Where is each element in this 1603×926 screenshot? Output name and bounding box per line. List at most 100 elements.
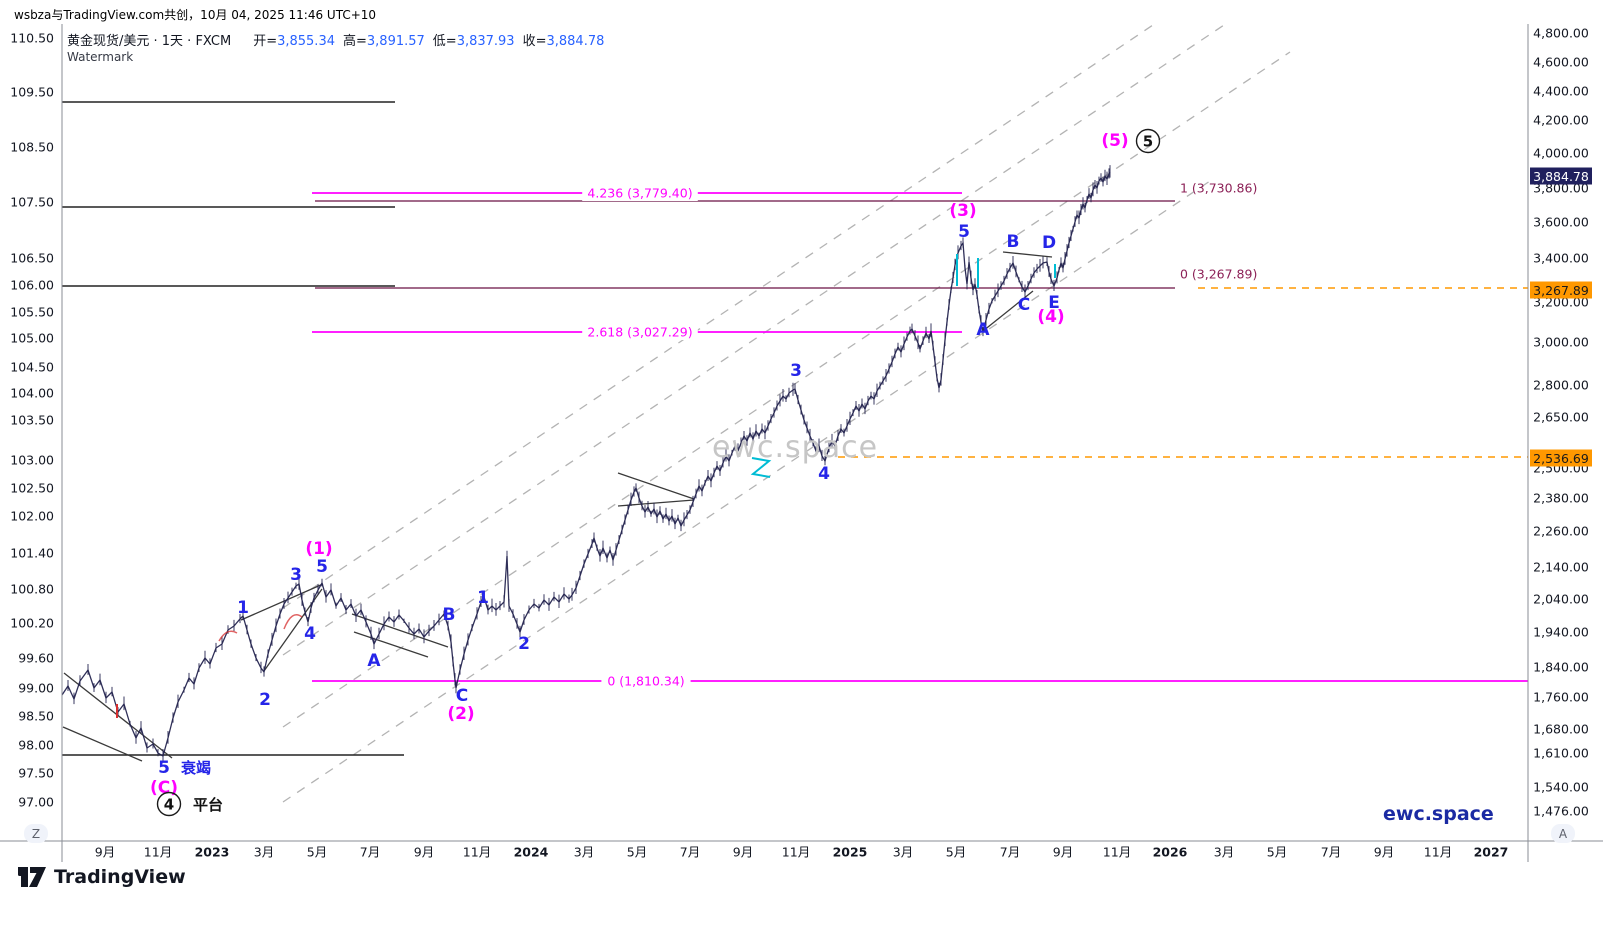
left-axis-tick: 102.50 [10, 481, 54, 496]
wave-label[interactable]: B [1007, 232, 1020, 252]
wave-label[interactable]: E [1048, 293, 1060, 313]
circled-wave-number: 5 [1143, 133, 1153, 151]
red-arc-mark [218, 630, 238, 642]
wave-label[interactable]: (5) [1101, 131, 1128, 151]
low-label: 低= [432, 34, 457, 49]
high-label: 高= [342, 34, 367, 49]
wave-label[interactable]: 1 [237, 598, 249, 618]
wave-label[interactable]: 4 [304, 624, 316, 644]
trendline[interactable] [62, 726, 143, 762]
price-badge-value: 3,267.89 [1533, 283, 1589, 298]
circled-wave-ring[interactable] [1135, 128, 1161, 154]
channel-dashed-line[interactable] [282, 51, 1291, 728]
time-axis-label: 5月 [946, 845, 966, 860]
fib-extension-lines[interactable]: 4.236 (3,779.40) 2.618 (3,027.29) 0 (1,810… [312, 185, 1528, 689]
tradingview-logo-text: TradingView [54, 866, 186, 888]
time-axis-label: 9月 [1053, 845, 1073, 860]
time-axis-label: 3月 [254, 845, 274, 860]
right-axis-tick: 2,140.00 [1533, 560, 1589, 575]
right-axis-tick: 3,000.00 [1533, 335, 1589, 350]
price-badge-value: 3,884.78 [1533, 169, 1589, 184]
time-axis-label: 2026 [1153, 845, 1188, 860]
channel-dashed-line[interactable] [282, 24, 1225, 656]
time-axis-label: 3月 [574, 845, 594, 860]
circled-wave-ring[interactable] [156, 791, 182, 817]
wave-label[interactable]: 平台 [193, 796, 223, 814]
wave-label[interactable]: 5 [958, 222, 970, 242]
trendlines[interactable] [62, 251, 1053, 762]
right-axis-tick: 1,540.00 [1533, 780, 1589, 795]
channel-dashed-line[interactable] [282, 180, 1211, 803]
wave-label[interactable]: A [367, 651, 381, 671]
channel-dashed-line[interactable] [282, 24, 1154, 609]
trendline[interactable] [1002, 251, 1053, 258]
left-price-axis[interactable]: 110.50 109.50 108.50 107.50 106.50 106.00 105.… [10, 31, 54, 810]
wave-label[interactable]: 1 [477, 588, 489, 608]
wave-label[interactable]: 5 [158, 758, 170, 778]
horizontal-level-lines[interactable] [62, 101, 404, 756]
right-axis-tick: 1,680.00 [1533, 722, 1589, 737]
right-axis-tick: 2,800.00 [1533, 378, 1589, 393]
left-axis-tick: 105.00 [10, 331, 54, 346]
wave-label[interactable]: (3) [949, 201, 976, 221]
open-label: 开= [253, 34, 278, 49]
left-axis-tick: 104.50 [10, 360, 54, 375]
wave-label[interactable]: 3 [790, 361, 802, 381]
left-axis-tick: 105.50 [10, 305, 54, 320]
right-price-axis[interactable]: 4,800.00 4,600.00 4,400.00 4,200.00 4,000.00… [1530, 26, 1592, 819]
wave-label[interactable]: 2 [259, 690, 271, 710]
wave-label[interactable]: 2 [518, 634, 530, 654]
left-axis-tick: 102.00 [10, 509, 54, 524]
wave-label[interactable]: B [443, 605, 456, 625]
wave-label[interactable]: 3 [290, 565, 302, 585]
wave-label[interactable]: 衰竭 [180, 759, 211, 777]
left-axis-tick: 104.00 [10, 386, 54, 401]
left-axis-tick: 99.00 [18, 681, 54, 696]
time-axis-label: 7月 [360, 845, 380, 860]
time-axis-label: 11月 [1103, 845, 1131, 860]
time-axis-label: 9月 [414, 845, 434, 860]
fib-extension-label: 0 (1,810.34) [607, 674, 684, 689]
left-axis-tick: 99.60 [18, 651, 54, 666]
wave-label[interactable]: 4 [818, 464, 830, 484]
time-axis-label: 11月 [1424, 845, 1452, 860]
wave-label[interactable]: (4) [1037, 307, 1064, 327]
trendline[interactable] [353, 631, 429, 658]
trend-channel-dashed-lines[interactable] [282, 24, 1291, 803]
wave-label[interactable]: (2) [447, 704, 474, 724]
left-axis-tick: 109.50 [10, 85, 54, 100]
right-axis-tick: 4,800.00 [1533, 26, 1589, 41]
fib-retracement-lines[interactable]: 1 (3,730.86) 0 (3,267.89) [315, 181, 1257, 289]
trendline[interactable] [240, 583, 324, 621]
price-badge [1530, 281, 1592, 299]
symbol-header[interactable]: 黄金现货/美元 · 1天 · FXCM 开=3,855.34 高=3,891.57 低… [67, 30, 604, 49]
wave-label[interactable]: (1) [305, 539, 332, 559]
wave-label[interactable]: A [976, 320, 990, 340]
left-axis-tick: 98.00 [18, 738, 54, 753]
time-axis[interactable]: 9月 11月 2023 3月 5月 7月 9月 11月 2024 3月 5月 7月 9月 11月 2025 3… [95, 845, 1509, 860]
wave-label[interactable]: 5 [316, 557, 328, 577]
left-scale-mode-button[interactable]: Z [24, 824, 48, 843]
trendline[interactable] [617, 472, 695, 500]
axis-borders [0, 24, 1603, 862]
fib-retracement-label: 1 (3,730.86) [1180, 181, 1257, 196]
fib-label-backplate [582, 185, 698, 201]
wave-label[interactable]: C [1018, 295, 1030, 315]
tradingview-logo[interactable]: TradingView [16, 864, 186, 890]
center-watermark: ewc.space [712, 430, 879, 465]
left-axis-tick: 97.00 [18, 795, 54, 810]
red-arc-mark [283, 614, 303, 630]
time-axis-label: 7月 [680, 845, 700, 860]
wave-label[interactable]: D [1042, 233, 1056, 253]
right-scale-mode-button[interactable]: A [1551, 824, 1575, 843]
price-badge [1530, 449, 1592, 467]
time-axis-label: 3月 [1214, 845, 1234, 860]
wave-label[interactable]: C [456, 686, 468, 706]
price-path [61, 171, 1111, 757]
trendline[interactable] [351, 613, 449, 648]
left-axis-tick: 110.50 [10, 31, 54, 46]
time-axis-label: 2027 [1474, 845, 1509, 860]
orange-ray-lines[interactable] [838, 287, 1528, 458]
